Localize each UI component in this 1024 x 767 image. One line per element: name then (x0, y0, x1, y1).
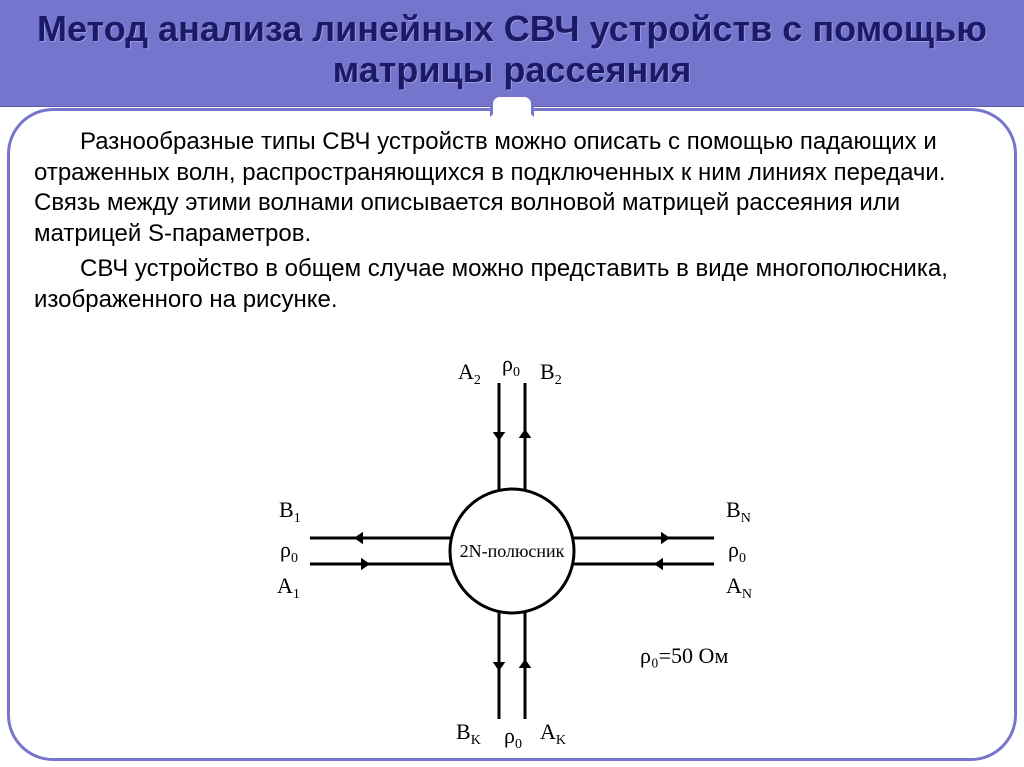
frame-tab (490, 94, 534, 117)
content-frame: Разнообразные типы СВЧ устройств можно о… (7, 108, 1017, 761)
svg-text:B1: B1 (279, 497, 301, 526)
svg-text:2N-полюсник: 2N-полюсник (460, 541, 565, 561)
svg-text:A2: A2 (458, 359, 481, 388)
svg-text:BK: BK (456, 719, 481, 748)
svg-text:B2: B2 (540, 359, 562, 388)
paragraph-2: СВЧ устройство в общем случае можно пред… (34, 254, 990, 315)
paragraph-1: Разнообразные типы СВЧ устройств можно о… (34, 127, 990, 250)
slide: Метод анализа линейных СВЧ устройств с п… (0, 0, 1024, 767)
multiport-diagram: 2N-полюсник B1 A1 ρ0 BN AN ρ0 A2 B2 ρ0 BK AK ρ0 ρ₀=50… (202, 341, 822, 751)
svg-text:ρ0: ρ0 (504, 723, 522, 751)
svg-text:ρ0: ρ0 (502, 351, 520, 380)
slide-title: Метод анализа линейных СВЧ устройств с п… (0, 0, 1024, 91)
svg-text:AN: AN (726, 573, 752, 602)
diagram: 2N-полюсник B1 A1 ρ0 BN AN ρ0 A2 B2 ρ0 BK AK ρ0 ρ₀=50… (10, 341, 1014, 756)
svg-text:BN: BN (726, 497, 751, 526)
svg-text:ρ₀=50 Ом: ρ₀=50 Ом (640, 643, 728, 668)
svg-text:ρ0: ρ0 (728, 537, 746, 566)
title-band: Метод анализа линейных СВЧ устройств с п… (0, 0, 1024, 107)
svg-text:AK: AK (540, 719, 566, 748)
svg-text:A1: A1 (277, 573, 300, 602)
svg-text:ρ0: ρ0 (280, 537, 298, 566)
body-text: Разнообразные типы СВЧ устройств можно о… (34, 127, 990, 319)
